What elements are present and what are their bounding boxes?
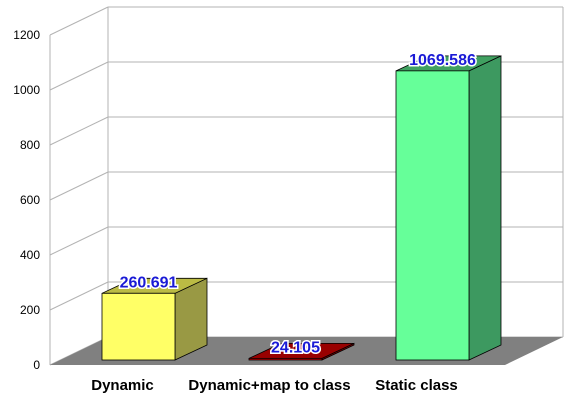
- bar-front: [395, 70, 470, 361]
- y-tick-label: 1000: [13, 83, 40, 97]
- data-label: 24.105: [271, 339, 320, 356]
- y-tick-label: 600: [20, 193, 40, 207]
- y-tick-label: 200: [20, 303, 40, 317]
- gridline-side: [49, 116, 109, 146]
- x-category-label: Static class: [375, 377, 458, 394]
- gridline-side: [49, 61, 109, 91]
- y-axis-ticks: 0 200 400 600 800 1000 1200: [13, 28, 40, 372]
- bar-2: [395, 55, 502, 361]
- gridline-side: [49, 6, 109, 36]
- data-labels: 260.691 24.105 1069.586: [118, 50, 477, 358]
- y-tick-label: 0: [33, 358, 40, 372]
- gridline-side: [49, 281, 109, 311]
- data-label: 260.691: [120, 274, 178, 291]
- x-category-label: Dynamic: [91, 377, 154, 394]
- y-tick-label: 1200: [13, 28, 40, 42]
- y-tick-label: 400: [20, 248, 40, 262]
- bar-front: [101, 292, 176, 361]
- bar-0: [101, 277, 208, 361]
- bars: [101, 55, 502, 361]
- gridline-side: [49, 171, 109, 201]
- x-axis-labels: Dynamic Dynamic+map to class Static class: [91, 377, 458, 394]
- y-tick-label: 800: [20, 138, 40, 152]
- gridline-side: [49, 226, 109, 256]
- bar-front: [248, 357, 323, 361]
- x-category-label: Dynamic+map to class: [188, 377, 350, 394]
- data-label: 1069.586: [409, 52, 476, 69]
- bar-1: [248, 342, 355, 361]
- bar-side: [468, 55, 502, 361]
